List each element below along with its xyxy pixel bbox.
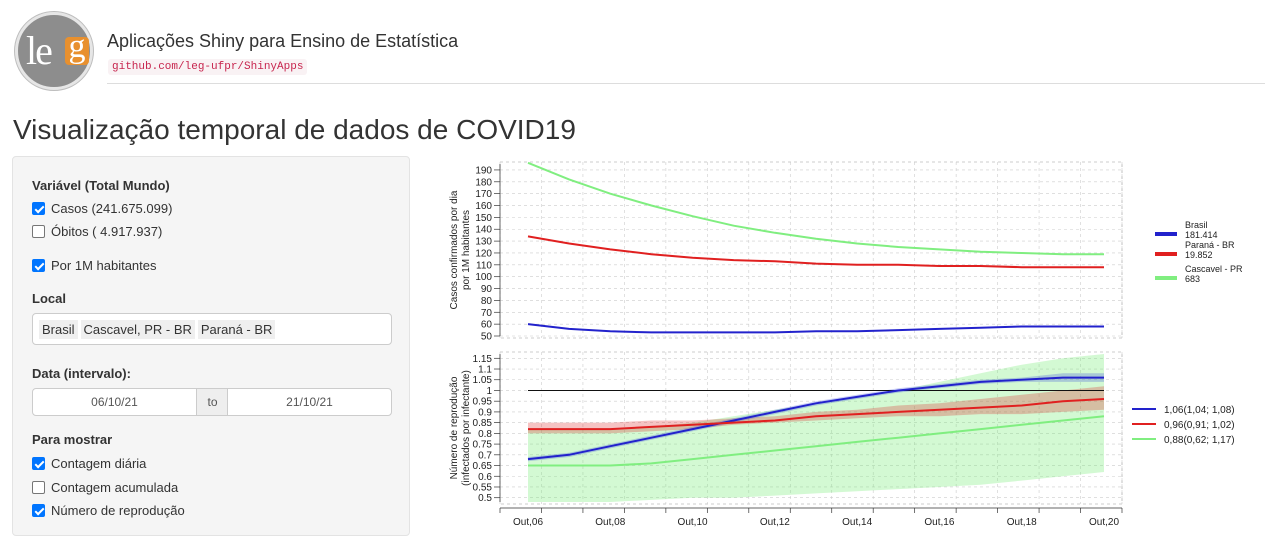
y-tick-label: 90	[481, 284, 493, 295]
checkbox-checked-icon[interactable]	[32, 202, 45, 215]
y-tick-label: 0.95	[473, 397, 493, 408]
y-tick-label: 150	[475, 213, 492, 224]
y-tick-label: 80	[481, 296, 493, 307]
x-tick-label: Out,12	[760, 517, 790, 528]
header-divider	[107, 83, 1265, 84]
app-title: Aplicações Shiny para Ensino de Estatíst…	[107, 31, 459, 51]
y-tick-label: 0.75	[473, 440, 493, 451]
checkbox-unchecked-icon[interactable]	[32, 481, 45, 494]
x-tick-label: Out,16	[924, 517, 954, 528]
x-tick-label: Out,10	[678, 517, 708, 528]
y-tick-label: 70	[481, 308, 493, 319]
legend-label: 0,88(0,62; 1,17)	[1164, 435, 1235, 446]
date-end-input[interactable]: 21/10/21	[227, 388, 392, 416]
y-tick-label: 0.7	[478, 450, 492, 461]
y-tick-label: 0.55	[473, 482, 493, 493]
cases-checkbox[interactable]: Casos (241.675.099)	[32, 201, 172, 216]
legend-label: 181.414	[1185, 230, 1218, 240]
confidence-band	[528, 373, 1104, 462]
show-label: Para mostrar	[32, 432, 113, 447]
y-tick-label: 110	[476, 260, 492, 271]
y-tick-label: 180	[475, 177, 492, 188]
x-tick-label: Out,08	[595, 517, 625, 528]
page-title: Visualização temporal de dados de COVID1…	[13, 114, 576, 145]
confidence-band	[528, 354, 1104, 502]
location-select[interactable]: Brasil Cascavel, PR - BR Paraná - BR	[32, 313, 392, 345]
y-tick-label: 120	[475, 248, 492, 259]
y-tick-label: 1.05	[473, 375, 493, 386]
y-tick-label: 160	[475, 201, 492, 212]
checkbox-unchecked-icon[interactable]	[32, 225, 45, 238]
checkbox-checked-icon[interactable]	[32, 457, 45, 470]
per-million-checkbox[interactable]: Por 1M habitantes	[32, 258, 157, 273]
y-tick-label: 0.85	[473, 418, 493, 429]
confidence-band	[528, 386, 1104, 434]
y-tick-label: 60	[481, 320, 493, 331]
series-line	[528, 398, 1105, 431]
location-chip[interactable]: Brasil	[39, 319, 78, 339]
location-chip[interactable]: Cascavel, PR - BR	[80, 319, 195, 339]
series-line	[527, 323, 1104, 334]
deaths-checkbox[interactable]: Óbitos ( 4.917.937)	[32, 224, 162, 239]
legend-label: 0,96(0,91; 1,02)	[1164, 420, 1235, 431]
legend-label: Cascavel - PR	[1185, 264, 1243, 274]
y-axis-label: (infectados por infectante)	[461, 370, 472, 486]
date-label: Data (intervalo):	[32, 366, 131, 381]
app-header: le g Aplicações Shiny para Ensino de Est…	[0, 0, 1280, 100]
x-tick-label: Out,20	[1089, 517, 1119, 528]
logo-text: le	[26, 28, 53, 73]
legend-label: 683	[1185, 274, 1200, 284]
x-tick-label: Out,18	[1007, 517, 1037, 528]
reproduction-number-checkbox[interactable]: Número de reprodução	[32, 503, 185, 518]
y-tick-label: 0.8	[478, 429, 492, 440]
variable-label: Variável (Total Mundo)	[32, 178, 170, 193]
y-tick-label: 170	[475, 189, 492, 200]
x-tick-label: Out,06	[513, 517, 543, 528]
checkbox-checked-icon[interactable]	[32, 259, 45, 272]
github-link[interactable]: github.com/leg-ufpr/ShinyApps	[108, 59, 308, 75]
daily-count-checkbox[interactable]: Contagem diária	[32, 456, 146, 471]
leg-logo: le g	[15, 12, 93, 90]
series-line	[527, 235, 1104, 269]
y-tick-label: 0.5	[478, 493, 492, 504]
y-tick-label: 100	[475, 272, 492, 283]
sidebar-panel: Variável (Total Mundo) Casos (241.675.09…	[12, 156, 410, 536]
legend-label: Paraná - BR	[1185, 240, 1235, 250]
y-tick-label: 0.65	[473, 461, 493, 472]
y-axis-label: Número de reprodução	[449, 376, 460, 479]
x-tick-label: Out,14	[842, 517, 872, 528]
y-tick-label: 1.1	[478, 365, 492, 376]
local-label: Local	[32, 291, 66, 306]
y-axis-label: Casos confirmados por dia	[449, 190, 460, 309]
y-tick-label: 130	[475, 237, 492, 248]
checkbox-checked-icon[interactable]	[32, 504, 45, 517]
legend-label: 1,06(1,04; 1,08)	[1164, 405, 1235, 416]
series-line	[527, 161, 1104, 256]
y-tick-label: 1	[486, 386, 492, 397]
y-tick-label: 1.15	[473, 354, 493, 365]
legend-label: 19.852	[1185, 250, 1213, 260]
y-tick-label: 0.6	[478, 472, 492, 483]
y-tick-label: 50	[481, 332, 493, 343]
date-start-input[interactable]: 06/10/21	[32, 388, 197, 416]
legend-label: Brasil	[1185, 220, 1208, 230]
y-tick-label: 190	[475, 165, 492, 176]
y-tick-label: 140	[475, 225, 492, 236]
series-line	[528, 415, 1105, 467]
covid-chart: 5060708090100110120130140150160170180190…	[449, 161, 1243, 528]
date-separator: to	[197, 388, 228, 416]
cumulative-count-checkbox[interactable]: Contagem acumulada	[32, 480, 178, 495]
series-line	[527, 376, 1104, 461]
y-tick-label: 0.9	[478, 407, 492, 418]
y-axis-label: por 1M habitantes	[461, 210, 472, 290]
location-chip[interactable]: Paraná - BR	[197, 319, 276, 339]
